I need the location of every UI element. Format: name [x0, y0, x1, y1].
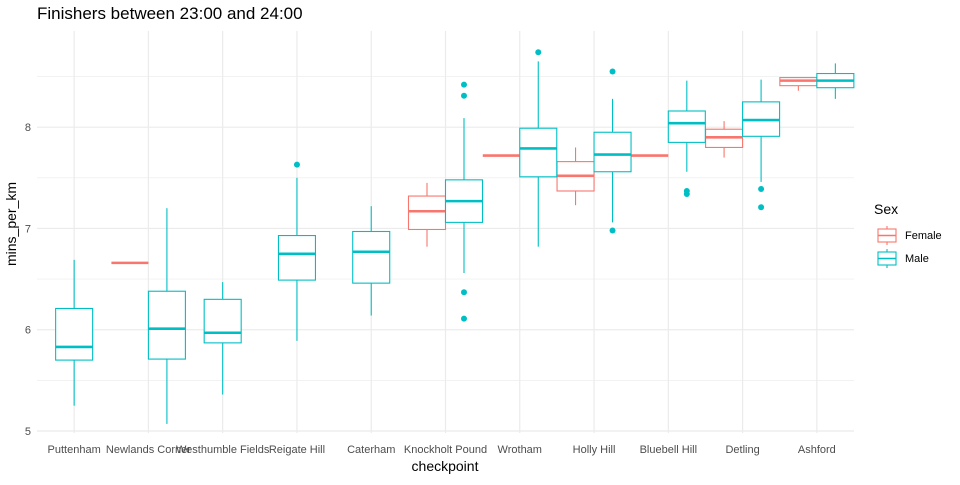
box-male: [519, 49, 558, 247]
box-male: [667, 80, 706, 198]
x-tick-label: Bluebell Hill: [640, 444, 697, 456]
box-male: [352, 206, 391, 316]
box-body: [593, 131, 632, 173]
x-tick-label: Caterham: [347, 444, 395, 456]
box-body: [352, 230, 391, 284]
box-body: [277, 234, 317, 281]
legend-keys: Female Male: [877, 226, 942, 268]
x-tick-label: Puttenham: [48, 444, 101, 456]
legend: Sex Female Male: [874, 201, 942, 268]
x-tick-label: Reigate Hill: [269, 444, 325, 456]
box-female: [407, 182, 447, 247]
outlier-point: [609, 68, 616, 75]
x-tick-label: Knockholt Pound: [404, 444, 487, 456]
box-body: [407, 195, 447, 231]
outlier-point: [758, 185, 765, 192]
x-tick-label: Holly Hill: [573, 444, 616, 456]
x-tick-label: Ashford: [798, 444, 836, 456]
outlier-point: [461, 315, 467, 322]
box-body: [203, 298, 242, 344]
y-tick-label: 7: [25, 223, 31, 235]
box-body: [519, 127, 558, 178]
x-tick-label: Westhumble Fields: [176, 444, 270, 456]
x-axis-title: checkpoint: [412, 458, 479, 474]
box-male: [816, 63, 855, 99]
outlier-point: [461, 289, 467, 296]
box-male: [277, 161, 317, 341]
outlier-point: [461, 81, 467, 88]
outlier-point: [293, 161, 300, 168]
box-male: [444, 81, 484, 322]
legend-title: Sex: [874, 201, 898, 217]
box-female: [705, 121, 744, 158]
y-tick-labels: 5 6 7 8: [25, 122, 31, 438]
box-male: [593, 68, 632, 234]
x-tick-label: Wrotham: [498, 444, 542, 456]
outlier-point: [609, 227, 616, 234]
boxes-layer: [55, 49, 855, 424]
box-body: [147, 290, 186, 360]
y-axis-title: mins_per_km: [3, 182, 19, 266]
outlier-point: [758, 204, 765, 211]
outlier-point: [535, 49, 542, 56]
legend-label: Male: [905, 253, 929, 265]
y-tick-label: 6: [25, 325, 31, 337]
y-tick-label: 5: [25, 426, 31, 438]
y-tick-label: 8: [25, 122, 31, 134]
legend-key-female: Female: [877, 226, 942, 245]
legend-key-male: Male: [877, 249, 929, 268]
x-tick-label: Newlands Corner: [106, 444, 191, 456]
box-male: [55, 259, 94, 406]
outlier-point: [461, 92, 467, 99]
box-body: [667, 110, 706, 143]
box-male: [147, 208, 186, 424]
box-body: [55, 307, 94, 361]
legend-label: Female: [905, 230, 942, 242]
x-tick-label: Detling: [725, 444, 759, 456]
box-male: [203, 282, 242, 395]
box-male: [742, 79, 781, 211]
chart-title: Finishers between 23:00 and 24:00: [37, 4, 303, 23]
outlier-point: [683, 187, 690, 194]
